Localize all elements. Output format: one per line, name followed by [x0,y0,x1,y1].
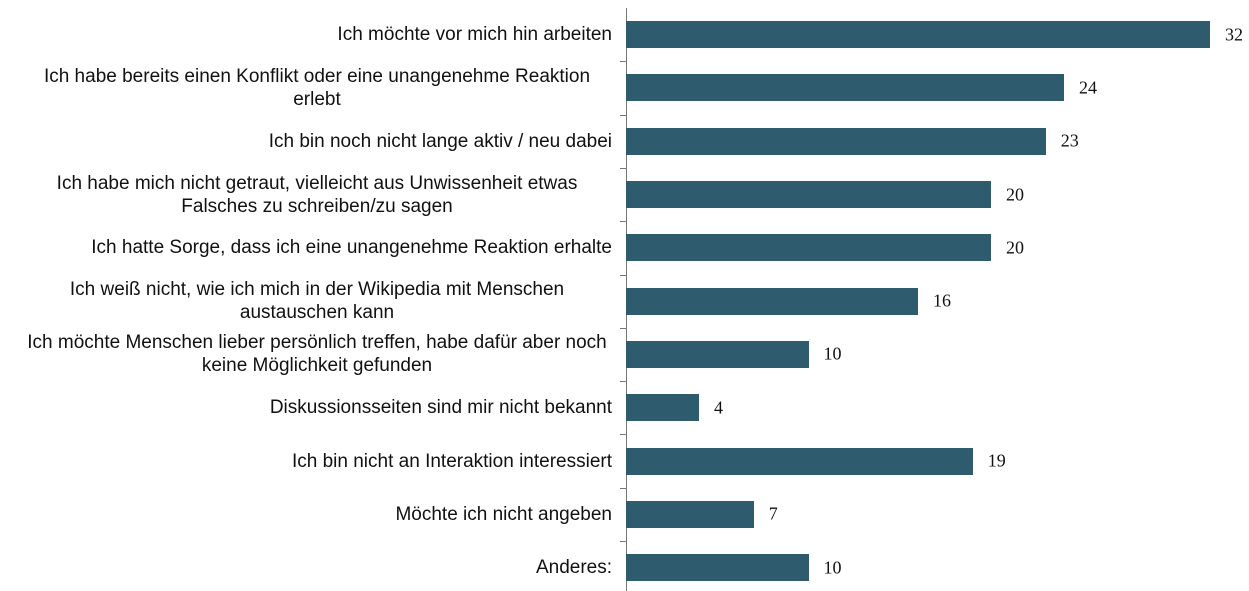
axis-tick [620,274,626,276]
category-text: Ich bin nicht an Interaktion interessier… [291,450,612,472]
category-text: Ich habe bereits einen Konflikt oder ein… [43,65,591,110]
bar [626,127,1046,155]
bar [626,21,1210,49]
axis-tick [620,541,626,542]
axis-tick [620,434,626,436]
category-label: Ich bin noch nicht lange aktiv / neu dab… [22,115,612,168]
category-text: Diskussionsseiten sind mir nicht bekannt [269,397,612,419]
category-label: Ich habe mich nicht getraut, vielleicht … [22,168,612,221]
bar [626,287,918,315]
value-label: 20 [1006,237,1024,258]
category-label: Ich weiß nicht, wie ich mich in der Wiki… [22,275,612,328]
category-label: Möchte ich nicht angeben [22,488,612,541]
value-label: 23 [1060,130,1079,151]
category-text: Ich weiß nicht, wie ich mich in der Wiki… [69,279,565,324]
category-text: Ich möchte Menschen lieber persönlich tr… [27,332,607,377]
category-label: Ich bin nicht an Interaktion interessier… [22,434,612,487]
category-text: Anderes: [535,557,612,579]
bar [626,394,699,422]
category-text: Ich hatte Sorge, dass ich eine unangeneh… [91,237,612,259]
category-label: Ich möchte Menschen lieber persönlich tr… [22,328,612,381]
bar [626,181,991,209]
value-label: 4 [714,397,723,418]
value-label: 10 [823,343,842,364]
axis-tick [620,167,626,169]
bar [626,554,809,582]
category-label: Anderes: [22,541,612,591]
axis-tick [620,61,626,63]
value-label: 32 [1225,24,1243,45]
axis-tick [620,114,626,116]
bar [626,74,1064,102]
category-text: Ich möchte vor mich hin arbeiten [337,24,612,46]
category-label: Ich habe bereits einen Konflikt oder ein… [22,61,612,114]
category-label: Diskussionsseiten sind mir nicht bekannt [22,381,612,434]
axis-tick [620,327,626,329]
category-label: Ich möchte vor mich hin arbeiten [22,8,612,61]
value-label: 19 [987,450,1006,471]
value-label: 10 [823,557,842,578]
value-label: 7 [768,503,778,524]
value-label: 20 [1006,184,1024,205]
value-label: 24 [1079,77,1097,98]
category-text: Möchte ich nicht angeben [395,503,612,525]
bar [626,447,973,475]
axis-tick [620,221,626,223]
bar [626,234,991,262]
axis-tick [620,487,626,489]
value-label: 16 [933,290,951,311]
axis-tick [620,381,626,383]
bar [626,500,754,528]
category-text: Ich bin noch nicht lange aktiv / neu dab… [268,130,612,152]
category-label: Ich hatte Sorge, dass ich eine unangeneh… [22,221,612,274]
bar [626,340,809,368]
category-text: Ich habe mich nicht getraut, vielleicht … [56,172,578,217]
